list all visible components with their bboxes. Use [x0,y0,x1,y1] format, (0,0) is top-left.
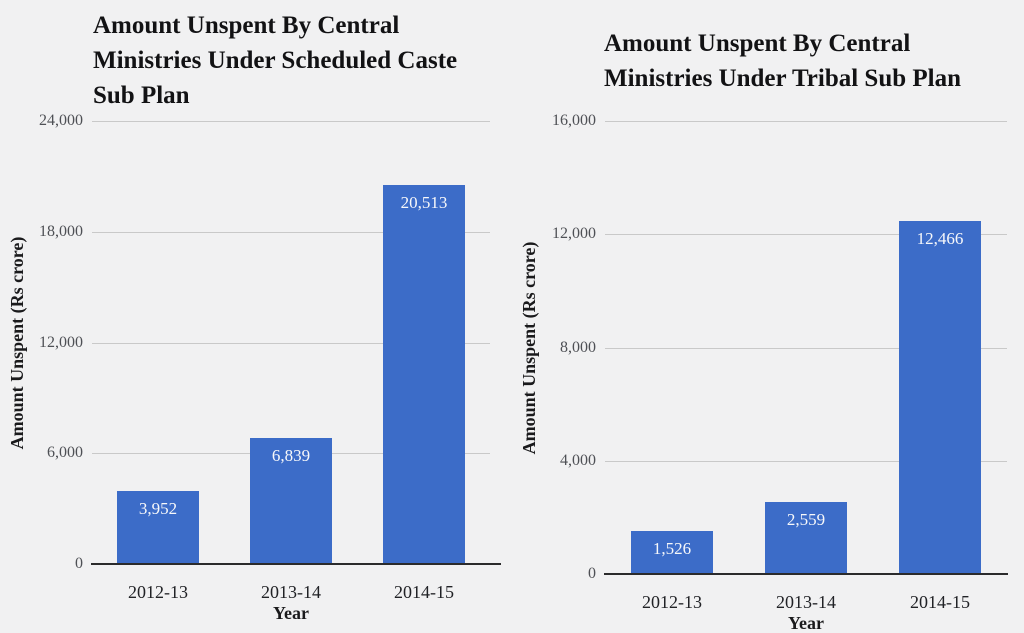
bar-2012-13 [631,531,713,574]
chart-title-line: Sub Plan [93,82,190,109]
gridline [605,348,1007,349]
gridline [605,461,1007,462]
bar-2013-14 [250,438,332,564]
bar-2012-13 [117,491,199,564]
y-tick-label: 4,000 [560,452,596,469]
chart-panel-tribal-sub-plan: Amount Unspent By Central Ministries Unde… [512,0,1024,632]
x-tick-label: 2014-15 [910,592,970,612]
x-tick-label: 2013-14 [261,582,321,602]
x-tick-label: 2013-14 [776,592,836,612]
y-tick-label: 0 [588,565,596,582]
bar-2013-14 [765,502,847,574]
gridline [92,343,490,344]
x-axis-title: Year [788,613,824,633]
bar-value-label: 20,513 [400,193,448,212]
gridline [605,121,1007,122]
x-axis-title: Year [273,603,309,623]
bar-value-label: 6,839 [271,446,311,465]
y-tick-label: 12,000 [39,334,83,351]
chart-title-line: Amount Unspent By Central [604,30,911,57]
y-tick-label: 18,000 [39,223,83,240]
y-tick-label: 6,000 [47,444,83,461]
x-tick-label: 2014-15 [394,582,454,602]
y-tick-label: 16,000 [552,112,596,129]
bar-2014-15 [899,221,981,574]
x-axis-line [91,563,501,565]
x-tick-label: 2012-13 [642,592,702,612]
chart-title-line: Amount Unspent By Central [93,12,400,39]
bar-value-label: 12,466 [916,229,964,248]
chart-panel-scheduled-caste-sub-plan: Amount Unspent By Central Ministries Unde… [0,0,512,632]
gridline [605,234,1007,235]
y-tick-label: 0 [75,555,83,572]
y-tick-label: 24,000 [39,112,83,129]
x-axis-line [604,573,1008,575]
bar-value-label: 1,526 [652,539,692,558]
bar-value-label: 3,952 [138,499,178,518]
y-tick-label: 8,000 [560,339,596,356]
gridline [92,232,490,233]
bar-value-label: 2,559 [786,510,826,529]
chart-title-line: Ministries Under Scheduled Caste [93,47,458,74]
gridline [92,121,490,122]
chart-title-line: Ministries Under Tribal Sub Plan [604,65,962,92]
bar-2014-15 [383,185,465,564]
chart-title: Amount Unspent By Central Ministries Unde… [604,26,961,96]
x-tick-label: 2012-13 [128,582,188,602]
chart-title: Amount Unspent By Central Ministries Unde… [93,8,457,113]
y-tick-label: 12,000 [552,225,596,242]
